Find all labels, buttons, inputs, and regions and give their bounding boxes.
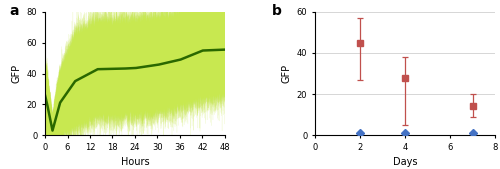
Text: b: b <box>272 4 281 18</box>
X-axis label: Hours: Hours <box>120 157 150 167</box>
Y-axis label: GFP: GFP <box>281 64 291 83</box>
X-axis label: Days: Days <box>393 157 417 167</box>
Y-axis label: GFP: GFP <box>11 64 21 83</box>
Text: a: a <box>9 4 18 18</box>
